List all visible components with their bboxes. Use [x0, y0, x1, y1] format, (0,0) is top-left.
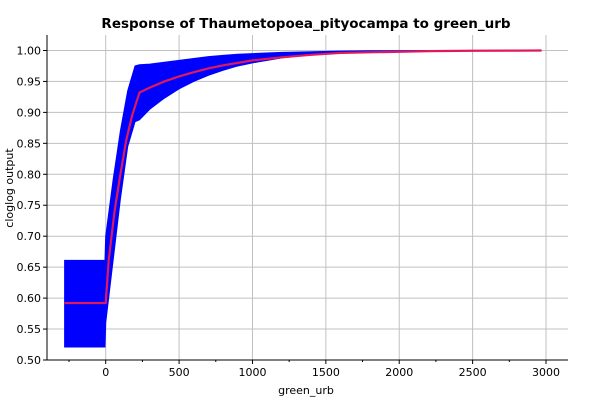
- x-tick-label: 0: [102, 366, 109, 379]
- y-tick-label: 0.80: [17, 168, 42, 181]
- chart-title: Response of Thaumetopoea_pityocampa to g…: [101, 16, 510, 32]
- y-tick-label: 0.50: [17, 354, 42, 367]
- y-tick-label: 0.70: [17, 230, 42, 243]
- y-tick-label: 0.85: [17, 137, 42, 150]
- y-tick-label: 0.95: [17, 75, 42, 88]
- axes: [43, 35, 568, 364]
- x-tick-label: 1500: [312, 366, 340, 379]
- y-tick-label: 0.65: [17, 261, 42, 274]
- x-tick-label: 1000: [238, 366, 266, 379]
- y-tick-label: 0.90: [17, 106, 42, 119]
- confidence-band-area: [64, 49, 542, 348]
- y-tick-label: 0.55: [17, 323, 42, 336]
- mean-response-line: [64, 49, 542, 305]
- x-tick-label: 500: [169, 366, 190, 379]
- y-axis-label: cloglog output: [3, 148, 16, 228]
- y-tick-label: 0.60: [17, 292, 42, 305]
- tick-labels: 0 500 1000 1500 2000 2500 3000 0.50 0.55 0.60 0.65…: [17, 44, 560, 379]
- x-tick-label: 2000: [385, 366, 413, 379]
- mean-line-layer: [64, 49, 542, 305]
- y-tick-label: 0.75: [17, 199, 42, 212]
- confidence-band-layer: [64, 49, 542, 348]
- x-tick-label: 3000: [532, 366, 560, 379]
- x-tick-label: 2500: [459, 366, 487, 379]
- grid: [47, 35, 568, 361]
- x-axis-label: green_urb: [278, 384, 334, 397]
- y-tick-label: 1.00: [17, 44, 42, 57]
